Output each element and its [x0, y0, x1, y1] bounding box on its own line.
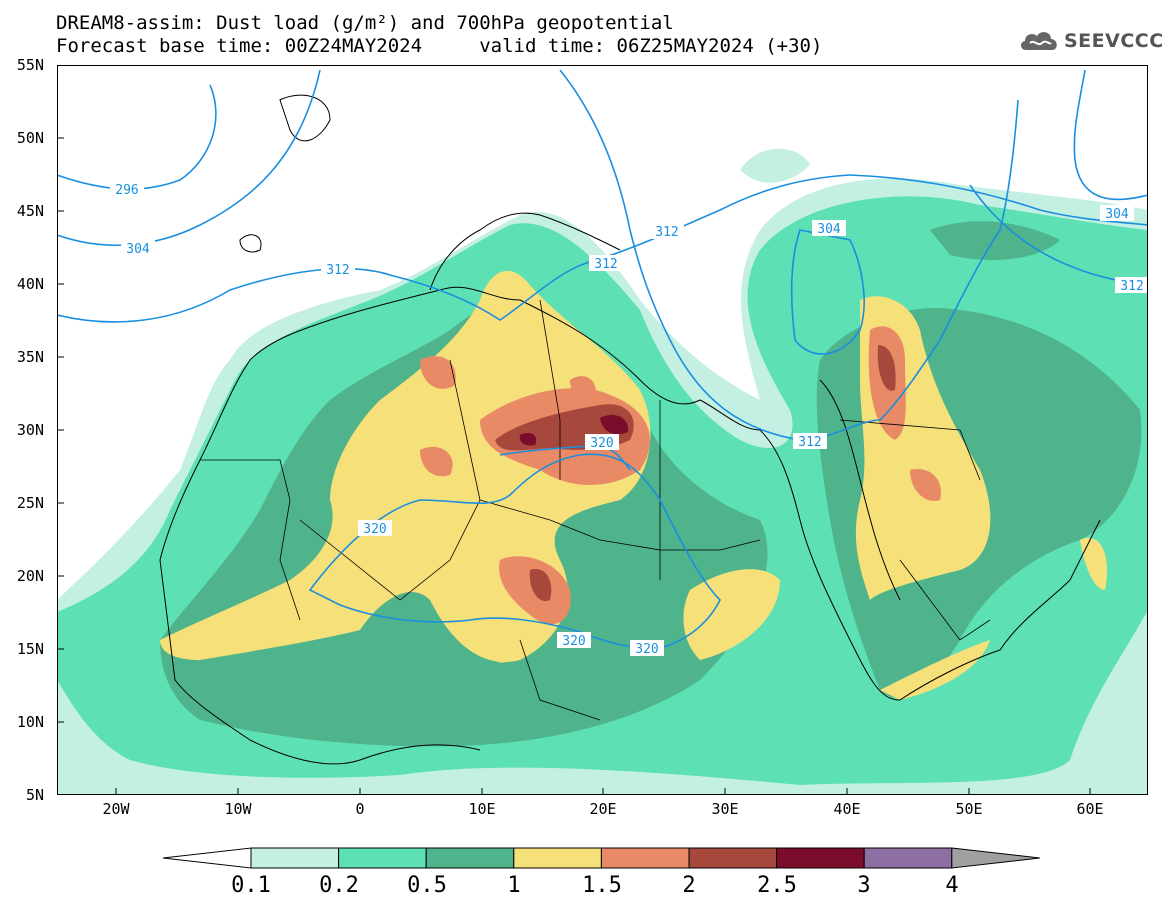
lat-label: 20N	[16, 567, 44, 585]
lon-label: 0	[355, 800, 365, 818]
lat-label: 45N	[16, 202, 44, 220]
contour-label: 320	[562, 634, 585, 649]
contour-label: 312	[1120, 279, 1143, 294]
contour-label: 312	[326, 263, 349, 278]
contour-label: 320	[590, 436, 613, 451]
colorbar-tick-label: 0.1	[231, 873, 271, 898]
seevccc-logo: SEEVCCC	[1018, 26, 1164, 56]
lat-label: 5N	[25, 786, 44, 804]
lon-label: 20W	[102, 800, 130, 818]
map-subtitle-times: Forecast base time: 00Z24MAY2024 valid t…	[56, 35, 823, 57]
map-title: DREAM8-assim: Dust load (g/m²) and 700hP…	[56, 12, 674, 34]
lon-label: 40E	[833, 800, 861, 818]
colorbar-tick-label: 2.5	[757, 873, 797, 898]
contour-label: 296	[115, 183, 138, 198]
colorbar-tick-label: 3	[857, 873, 871, 898]
contour-label: 304	[817, 222, 841, 237]
colorbar-tick-label: 0.2	[319, 873, 359, 898]
logo-text: SEEVCCC	[1064, 30, 1164, 52]
cloud-icon	[1020, 32, 1057, 50]
contour-label: 304	[1105, 207, 1129, 222]
map-frame	[57, 65, 1148, 795]
lat-label: 40N	[16, 275, 44, 293]
colorbar-tick-label: 2	[682, 873, 696, 898]
lat-label: 10N	[16, 713, 44, 731]
lat-label: 55N	[16, 56, 44, 74]
lat-label: 15N	[16, 640, 44, 658]
lat-label: 35N	[16, 348, 44, 366]
colorbar-tick-label: 0.5	[407, 873, 447, 898]
lon-label: 10W	[224, 800, 252, 818]
contour-label: 320	[635, 642, 658, 657]
colorbar-tick-label: 4	[945, 873, 959, 898]
contour-label: 312	[594, 257, 617, 272]
contour-label: 304	[126, 242, 150, 257]
contour-label: 312	[655, 225, 678, 240]
colorbar-tick-label: 1	[507, 873, 521, 898]
lon-label: 60E	[1076, 800, 1104, 818]
country-borders	[200, 299, 991, 721]
lon-label: 50E	[955, 800, 983, 818]
lat-label: 30N	[16, 421, 44, 439]
contour-labels: 296 304 312 312 304 312 320 320 320 320 …	[115, 183, 1144, 657]
coastlines	[159, 94, 1101, 765]
colorbar-tick-label: 1.5	[582, 873, 622, 898]
contour-label: 320	[363, 522, 386, 537]
dust-shade-2.5	[519, 414, 629, 446]
contour-label: 312	[798, 435, 821, 450]
lon-label: 10E	[468, 800, 496, 818]
lon-label: 30E	[711, 800, 739, 818]
lon-label: 20E	[589, 800, 617, 818]
lat-label: 50N	[16, 129, 44, 147]
lat-label: 25N	[16, 494, 44, 512]
axis-ticks	[57, 137, 1091, 795]
